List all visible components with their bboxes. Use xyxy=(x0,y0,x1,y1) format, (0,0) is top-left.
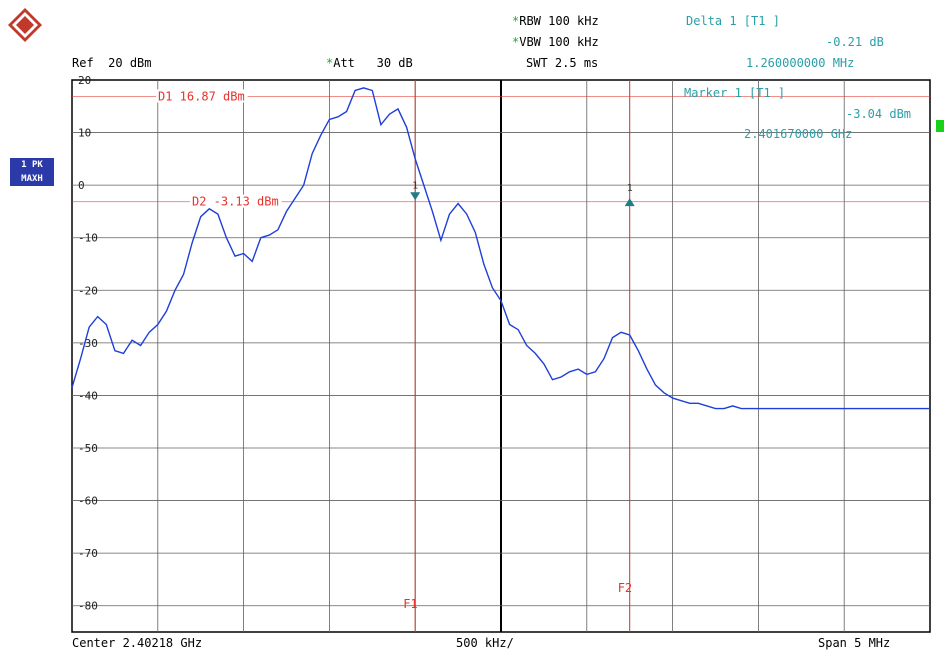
spectrum-trace xyxy=(71,87,930,410)
rohde-schwarz-logo-icon xyxy=(8,8,42,42)
display-line-label-bg xyxy=(156,89,248,103)
att-value: 30 dB xyxy=(376,56,413,70)
vbw-star: * xyxy=(512,35,520,49)
vbw-value: 100 kHz xyxy=(548,35,599,49)
y-tick-label: -80 xyxy=(78,600,98,613)
y-tick-label: -20 xyxy=(78,284,98,297)
status-indicator xyxy=(936,120,944,132)
frequency-line-label-f1: F1 xyxy=(403,597,417,611)
ref-value: 20 dBm xyxy=(108,56,152,70)
marker-label: 1 xyxy=(412,180,418,191)
display-line-label-d2: D2 -3.13 dBm xyxy=(192,195,279,209)
rbw-value: 100 kHz xyxy=(548,14,599,28)
delta-marker-frequency: 1.260000000 MHz xyxy=(746,56,855,70)
marker-readout-level: -3.04 dBm xyxy=(846,107,912,121)
ref-level-readout: Ref 20 dBm xyxy=(72,56,152,70)
delta-marker-level: -0.21 dB xyxy=(826,35,884,49)
y-tick-label: 20 xyxy=(78,74,91,87)
delta-marker-title: Delta 1 [T1 ] xyxy=(686,14,780,28)
span-label: Span 5 MHz xyxy=(818,636,891,650)
swt-label: SWT xyxy=(526,56,548,70)
rbw-readout: *RBW 100 kHz xyxy=(512,14,599,28)
marker-1-icon xyxy=(410,192,421,201)
ref-label: Ref xyxy=(72,56,94,70)
y-tick-label: -70 xyxy=(78,547,98,560)
display-line-label-bg xyxy=(190,194,282,208)
att-star: * xyxy=(326,56,334,70)
y-tick-label: 0 xyxy=(78,179,85,192)
y-tick-label: -60 xyxy=(78,495,98,508)
rbw-star: * xyxy=(512,14,520,28)
y-tick-label: 10 xyxy=(78,127,91,140)
att-label: Att xyxy=(333,56,355,70)
y-tick-label: -40 xyxy=(78,389,98,402)
display-line-label-d1: D1 16.87 dBm xyxy=(158,89,245,103)
sweep-time-readout: SWT 2.5 ms xyxy=(526,56,598,70)
y-tick-label: -10 xyxy=(78,232,98,245)
frequency-line-label-f2: F2 xyxy=(618,581,632,595)
trace-mode-badge: 1 PK xyxy=(10,158,54,172)
marker-2-icon xyxy=(624,198,635,207)
detector-badge: MAXH xyxy=(10,172,54,186)
frequency-per-division-label: 500 kHz/ xyxy=(456,636,514,650)
rbw-label: RBW xyxy=(519,14,541,28)
center-frequency-label: Center 2.40218 GHz xyxy=(72,636,203,650)
swt-value: 2.5 ms xyxy=(554,56,599,70)
vbw-readout: *VBW 100 kHz xyxy=(512,35,599,49)
attenuation-readout: *Att 30 dB xyxy=(326,56,413,70)
marker-readout-title: Marker 1 [T1 ] xyxy=(684,86,786,100)
marker-label: 1 xyxy=(627,183,633,194)
y-tick-label: -50 xyxy=(78,442,98,455)
marker-readout-frequency: 2.401670000 GHz xyxy=(744,127,853,141)
vbw-label: VBW xyxy=(519,35,541,49)
y-tick-label: -30 xyxy=(78,337,98,350)
